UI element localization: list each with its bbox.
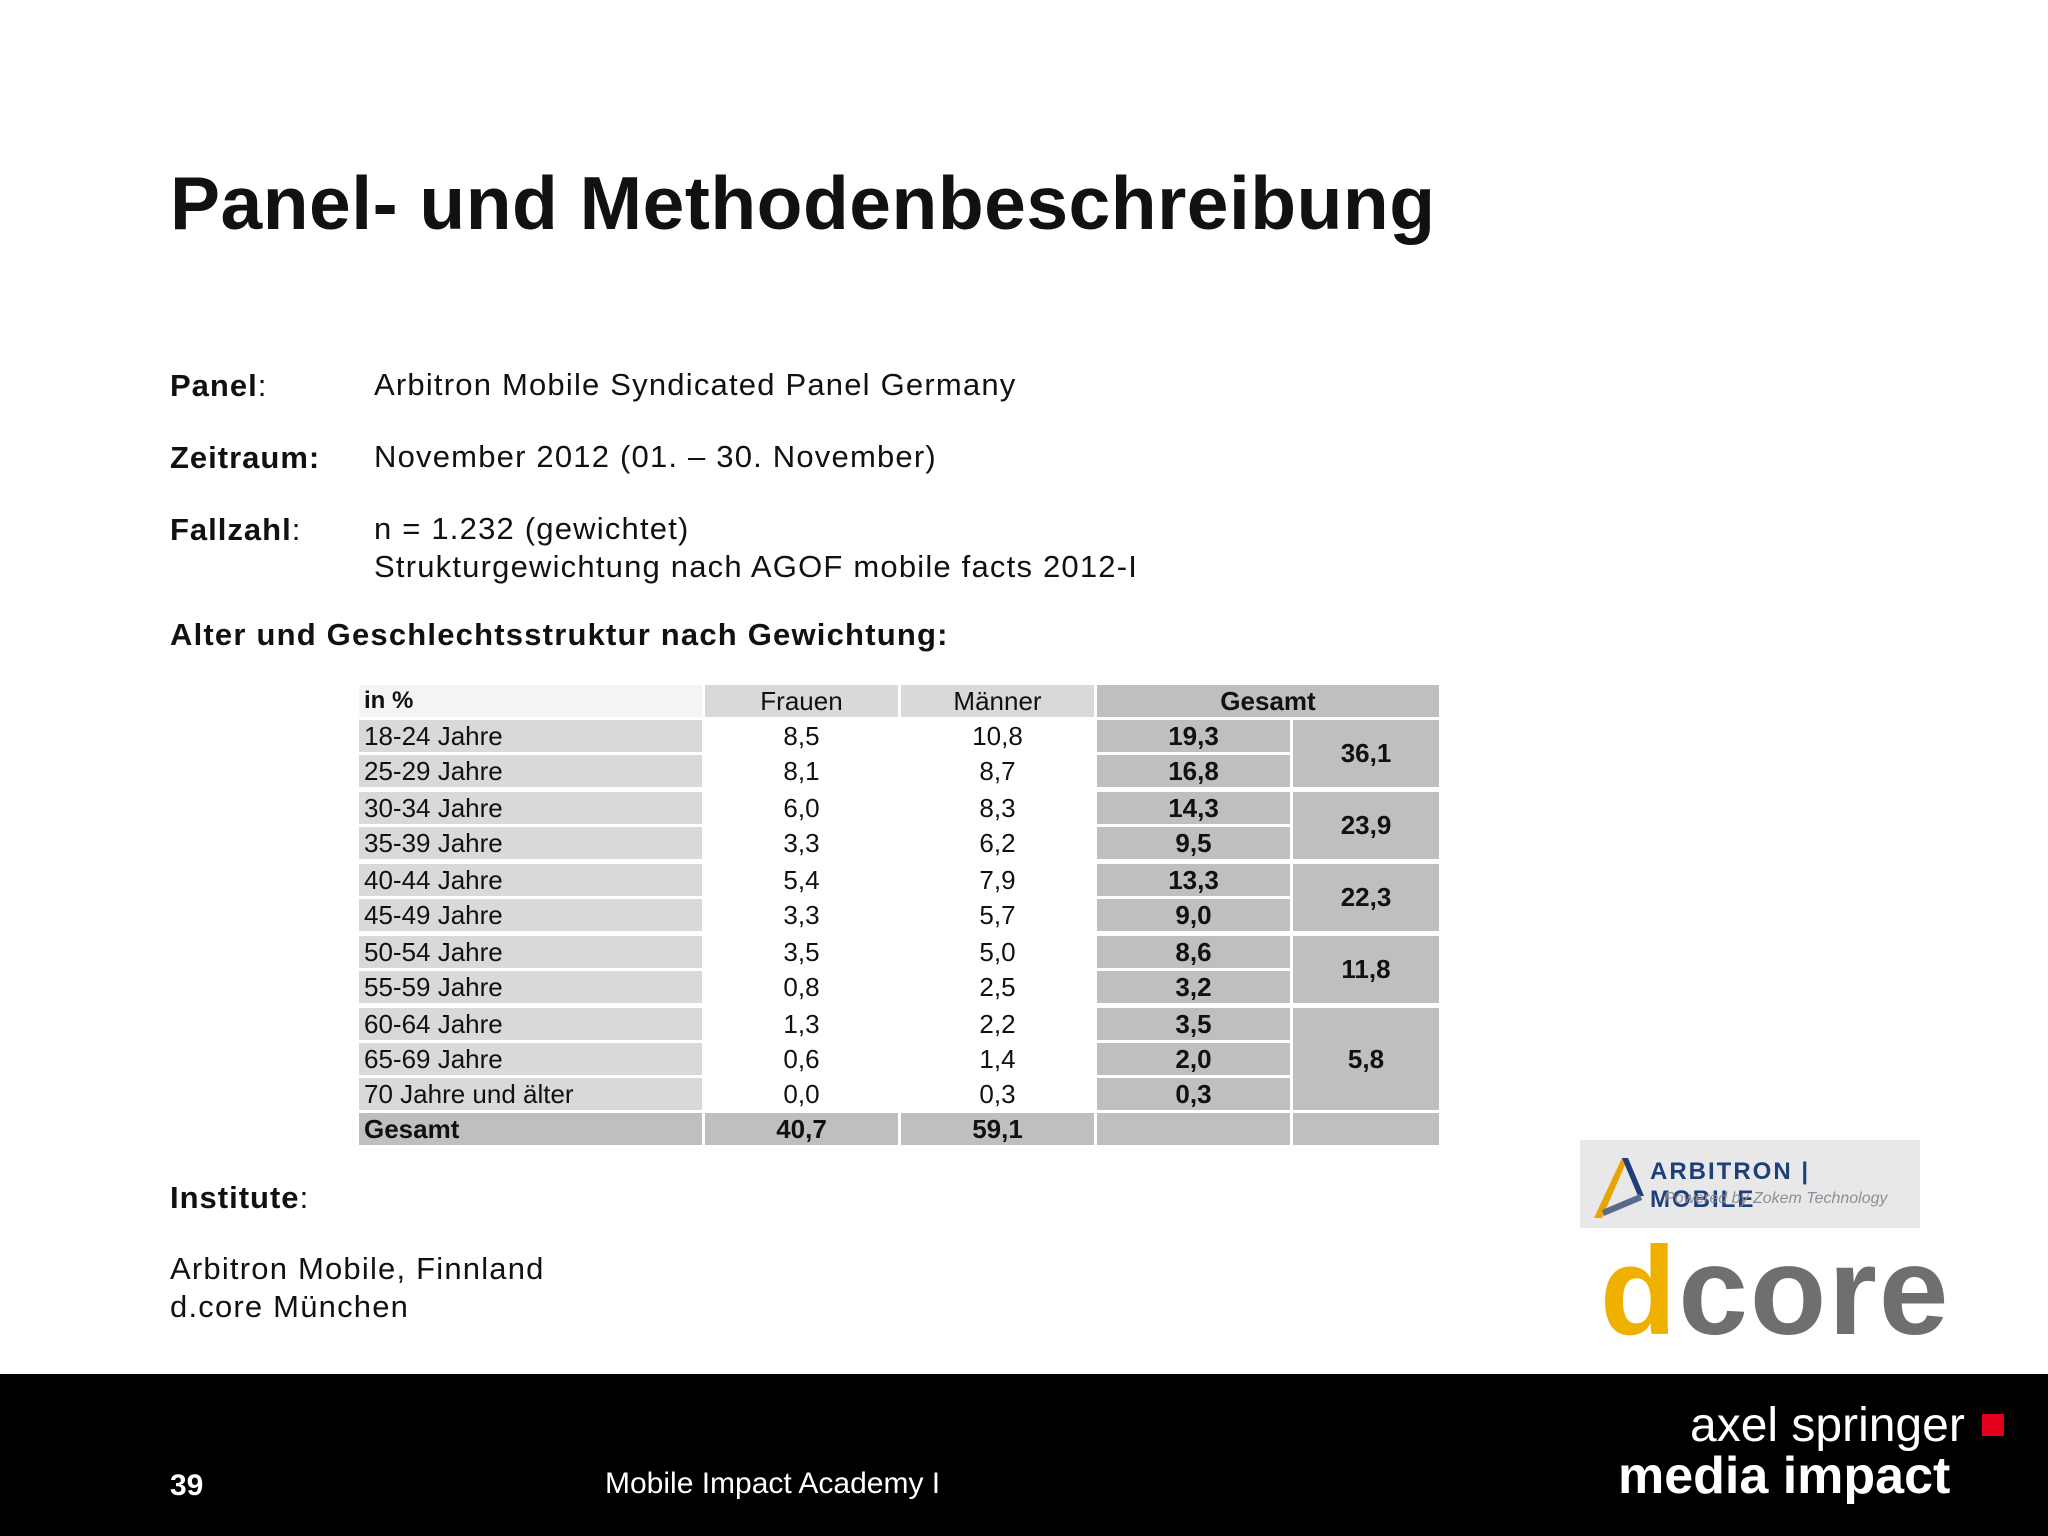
row-label: 40-44 Jahre — [356, 859, 705, 899]
cell-frauen: 0,8 — [702, 968, 901, 1007]
cell-frauen: 1,3 — [702, 1003, 901, 1043]
table-total-row: Gesamt 40,7 59,1 — [356, 1110, 1442, 1148]
table-header-row: in % Frauen Männer Gesamt — [356, 682, 1442, 720]
cell-frauen: 3,5 — [702, 931, 901, 971]
brand-media-impact: media impact — [1618, 1447, 1951, 1505]
cell-gesamt: 8,6 — [1094, 931, 1293, 971]
panel-label: Panel: — [170, 368, 268, 403]
row-label: 30-34 Jahre — [356, 787, 705, 827]
cell-maenner: 8,7 — [898, 752, 1097, 791]
cell-gesamt: 3,2 — [1094, 968, 1293, 1007]
institute-list: Arbitron Mobile, Finnland d.core München — [170, 1250, 545, 1326]
row-label: 70 Jahre und älter — [356, 1075, 705, 1113]
cell-frauen: 0,6 — [702, 1040, 901, 1078]
cell-gesamt: 9,0 — [1094, 896, 1293, 935]
cell-maenner: 6,2 — [898, 824, 1097, 863]
cell-gesamt: 2,0 — [1094, 1040, 1293, 1078]
cell-maenner: 0,3 — [898, 1075, 1097, 1113]
row-label: 35-39 Jahre — [356, 824, 705, 863]
table-row: 65-69 Jahre 0,6 1,4 2,0 — [356, 1040, 1441, 1078]
brand-axel-springer: axel springer — [1690, 1399, 1965, 1452]
cell-gesamt: 16,8 — [1094, 752, 1293, 791]
institute-line-2: d.core München — [170, 1289, 410, 1324]
cell-frauen: 3,3 — [702, 896, 901, 935]
arbitron-tagline: Powered by Zokem Technology — [1664, 1190, 1888, 1207]
cell-maenner: 5,0 — [898, 931, 1097, 971]
page-number: 39 — [170, 1469, 204, 1502]
total-frauen: 40,7 — [702, 1110, 901, 1148]
table-row: 25-29 Jahre 8,1 8,7 16,8 — [356, 752, 1441, 791]
group-total: 22,3 — [1290, 859, 1442, 935]
table-row: 70 Jahre und älter 0,0 0,3 0,3 — [356, 1075, 1441, 1113]
cell-gesamt: 9,5 — [1094, 824, 1293, 863]
group-total: 36,1 — [1290, 717, 1442, 791]
panel-value: Arbitron Mobile Syndicated Panel Germany — [374, 367, 1017, 402]
row-label: 18-24 Jahre — [356, 717, 705, 755]
header-in-percent: in % — [356, 682, 705, 720]
cell-gesamt: 14,3 — [1094, 787, 1293, 827]
brand-red-square-icon — [1982, 1414, 2004, 1436]
cell-frauen: 0,0 — [702, 1075, 901, 1113]
institute-line-1: Arbitron Mobile, Finnland — [170, 1251, 545, 1286]
section-heading: Alter und Geschlechtsstruktur nach Gewic… — [170, 617, 949, 652]
zeitraum-label: Zeitraum: — [170, 440, 321, 475]
cell-frauen: 8,5 — [702, 717, 901, 755]
row-label: 65-69 Jahre — [356, 1040, 705, 1078]
fallzahl-label: Fallzahl: — [170, 512, 302, 547]
table-row: 18-24 Jahre 8,5 10,8 19,3 36,1 — [356, 717, 1442, 791]
header-frauen: Frauen — [702, 682, 901, 720]
cell-frauen: 8,1 — [702, 752, 901, 791]
dcore-wordmark: dcore — [1600, 1222, 1951, 1361]
cell-frauen: 5,4 — [702, 859, 901, 899]
table-row: 45-49 Jahre 3,3 5,7 9,0 — [356, 896, 1441, 935]
table-row: 40-44 Jahre 5,4 7,9 13,3 22,3 — [356, 859, 1442, 935]
total-maenner: 59,1 — [898, 1110, 1097, 1148]
cell-maenner: 7,9 — [898, 859, 1097, 899]
cell-maenner: 2,5 — [898, 968, 1097, 1007]
dcore-logo: dcore — [1600, 1222, 1948, 1361]
table-row: 35-39 Jahre 3,3 6,2 9,5 — [356, 824, 1441, 863]
cell-frauen: 6,0 — [702, 787, 901, 827]
row-label: 25-29 Jahre — [356, 752, 705, 791]
fallzahl-line-1: n = 1.232 (gewichtet) — [374, 511, 690, 546]
table-row: 60-64 Jahre 1,3 2,2 3,5 5,8 — [356, 1003, 1442, 1113]
arbitron-mobile-logo: ARBITRON | MOBILE Powered by Zokem Techn… — [1580, 1140, 1920, 1228]
table-row: 55-59 Jahre 0,8 2,5 3,2 — [356, 968, 1441, 1007]
total-gesamt-empty — [1094, 1110, 1293, 1148]
footer-bar — [0, 1374, 2048, 1536]
arbitron-wordmark: ARBITRON | MOBILE — [1650, 1158, 1811, 1213]
total-label: Gesamt — [356, 1110, 705, 1148]
age-gender-table: in % Frauen Männer Gesamt 18-24 Jahre 8,… — [356, 682, 1442, 1148]
cell-gesamt: 13,3 — [1094, 859, 1293, 899]
table-row: 50-54 Jahre 3,5 5,0 8,6 11,8 — [356, 931, 1442, 1007]
cell-maenner: 8,3 — [898, 787, 1097, 827]
row-label: 45-49 Jahre — [356, 896, 705, 935]
fallzahl-line-2: Strukturgewichtung nach AGOF mobile fact… — [374, 549, 1139, 584]
cell-maenner: 1,4 — [898, 1040, 1097, 1078]
row-label: 60-64 Jahre — [356, 1003, 705, 1043]
cell-gesamt: 3,5 — [1094, 1003, 1293, 1043]
cell-gesamt: 0,3 — [1094, 1075, 1293, 1113]
arbitron-triangle-icon — [1594, 1158, 1644, 1218]
header-gesamt: Gesamt — [1094, 682, 1442, 720]
cell-maenner: 10,8 — [898, 717, 1097, 755]
total-group-empty — [1290, 1110, 1442, 1148]
cell-frauen: 3,3 — [702, 824, 901, 863]
row-label: 50-54 Jahre — [356, 931, 705, 971]
table-row: 30-34 Jahre 6,0 8,3 14,3 23,9 — [356, 787, 1442, 863]
zeitraum-value: November 2012 (01. – 30. November) — [374, 439, 937, 474]
footer-title: Mobile Impact Academy I — [605, 1467, 941, 1500]
group-total: 5,8 — [1290, 1003, 1442, 1113]
cell-maenner: 2,2 — [898, 1003, 1097, 1043]
cell-gesamt: 19,3 — [1094, 717, 1293, 755]
header-maenner: Männer — [898, 682, 1097, 720]
institute-label: Institute: — [170, 1180, 310, 1215]
group-total: 23,9 — [1290, 787, 1442, 863]
row-label: 55-59 Jahre — [356, 968, 705, 1007]
cell-maenner: 5,7 — [898, 896, 1097, 935]
fallzahl-value: n = 1.232 (gewichtet) Strukturgewichtung… — [374, 510, 1138, 586]
slide-title: Panel- und Methodenbeschreibung — [170, 161, 1436, 245]
group-total: 11,8 — [1290, 931, 1442, 1007]
